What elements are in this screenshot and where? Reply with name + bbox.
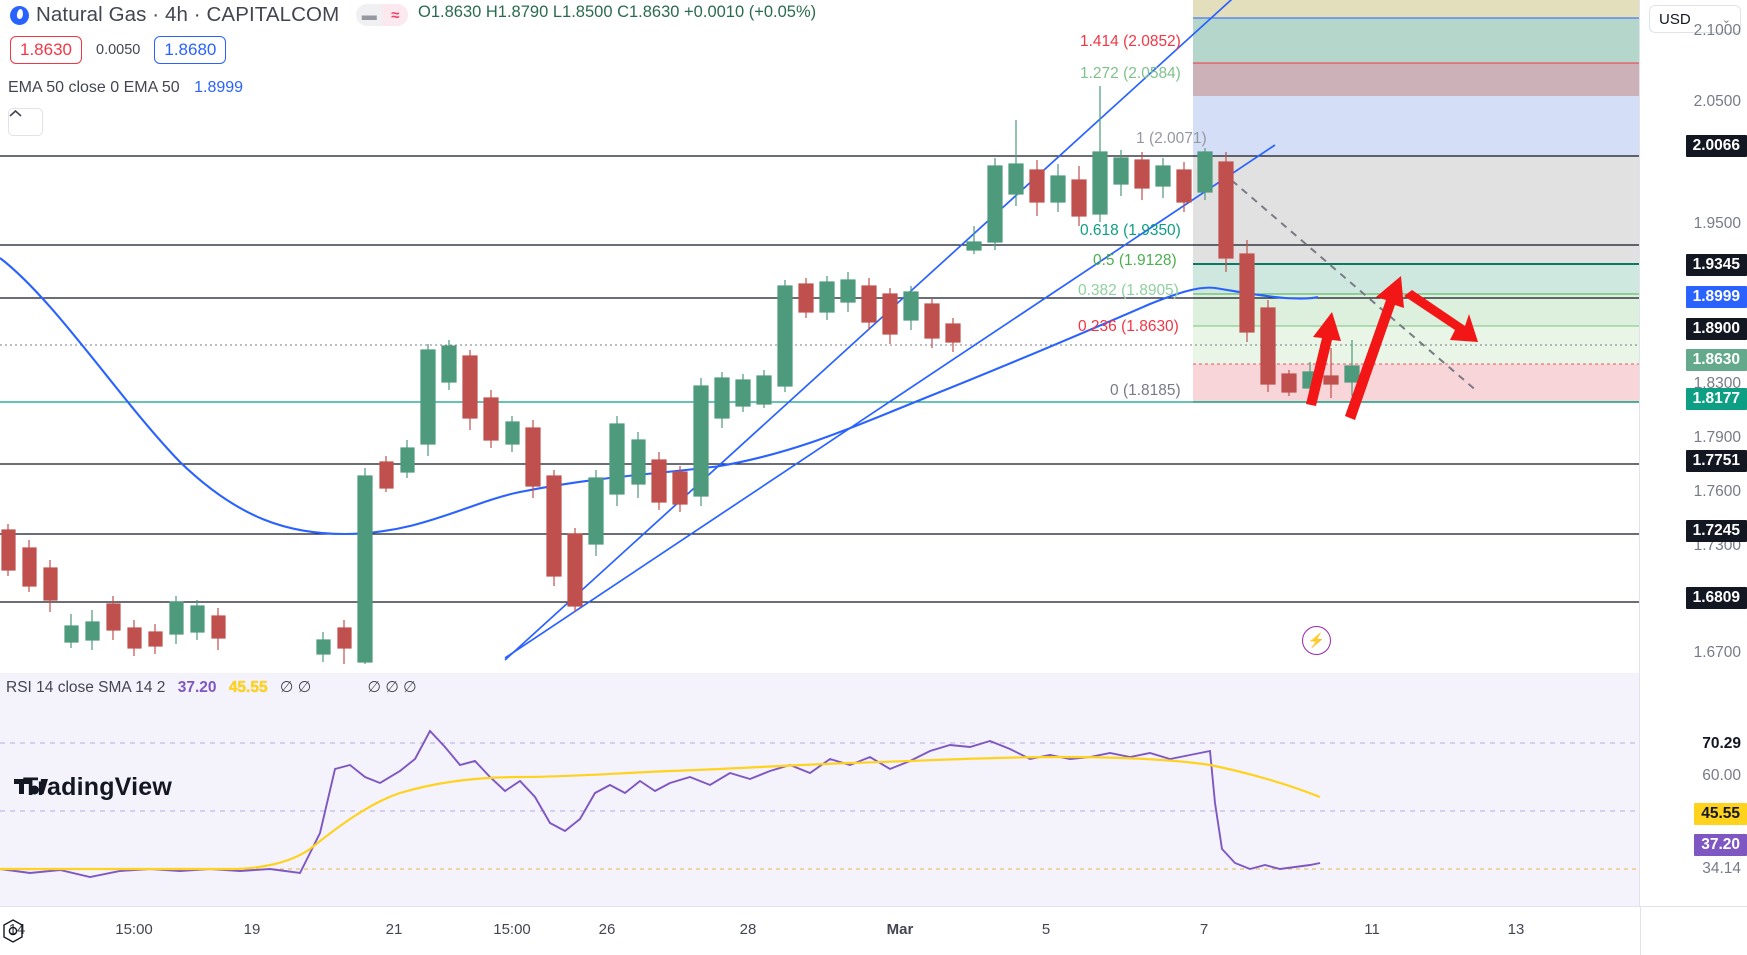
rsi-legend: RSI 14 close SMA 14 2 37.20 45.55 ∅ ∅ ∅ … [6,678,417,697]
fib-price: (1.9350) [1123,222,1181,239]
time-label: 19 [243,921,261,938]
tradingview-logo-icon [14,779,48,795]
price-tag-ema-1-8999[interactable]: 1.8999 [1685,286,1747,308]
ema-legend-value: 1.8999 [194,79,244,96]
tradingview-logo: TradingView [14,773,172,802]
fib-ratio: 1.272 [1080,65,1119,82]
axis-tick: 1.7900 [1693,429,1741,446]
symbol-title[interactable]: Natural Gas · 4h · CAPITALCOM [36,3,340,26]
axis-tick: 1.8300 [1693,375,1741,392]
chevron-down-icon: ⌄ [1721,13,1731,26]
tradingview-wordmark: TradingView [23,773,173,801]
fib-label-0: 0 (1.8185) [1110,382,1181,400]
fib-label-0618: 0.618 (1.9350) [1080,222,1181,240]
time-label: 28 [739,921,757,938]
rsi-axis-tick: 60.00 [1702,767,1741,784]
fib-ratio: 0.236 [1078,318,1117,335]
time-label: 15:00 [115,921,153,938]
fib-price: (1.8185) [1122,382,1181,399]
series-style-badges[interactable]: ▬ ≈ [356,4,409,26]
time-label: 11 [1364,921,1380,938]
collapse-pane-button[interactable] [8,108,43,136]
fib-ratio: 0.5 [1093,252,1115,269]
fib-label-1: 1 (2.0071) [1136,130,1207,148]
rsi-null-values: ∅ ∅ [279,679,312,696]
rsi-null-values-2: ∅ ∅ ∅ [367,679,417,696]
fib-price: (2.0852) [1123,33,1181,50]
fib-price: (2.0071) [1148,130,1207,147]
fib-label-0382: 0.382 (1.8905) [1078,282,1179,300]
axis-tick: 2.0500 [1693,93,1741,110]
axis-tick: 1.7600 [1693,483,1741,500]
price-axis[interactable]: USD ⌄ 2.1000 2.0500 1.9500 1.8700 1.8300… [1639,0,1747,906]
ema-legend-label: EMA 50 close 0 EMA 50 [8,79,180,96]
axis-tick: 1.9500 [1693,215,1741,232]
rsi-chart-svg [0,673,1640,906]
price-tag-1-8177[interactable]: 1.8177 [1685,388,1747,410]
forecast-arrows [1306,276,1478,420]
symbol-row[interactable]: Natural Gas · 4h · CAPITALCOM ▬ ≈ [10,2,409,28]
fib-price: (1.8905) [1121,282,1179,299]
time-label: 15:00 [493,921,531,938]
time-label: 26 [598,921,616,938]
fib-ratio: 0.382 [1078,282,1117,299]
spread-value: 0.0050 [96,42,141,58]
fib-price: (1.8630) [1121,318,1179,335]
price-pane[interactable]: 1.414 (2.0852) 1.272 (2.0584) 1 (2.0071)… [0,0,1640,672]
axis-tick: 2.1000 [1693,22,1741,39]
time-label: 5 [1041,921,1051,938]
currency-selector[interactable]: USD ⌄ [1649,5,1741,33]
time-label: 13 [1507,921,1525,938]
price-tag-1-8900[interactable]: 1.8900 [1685,318,1747,340]
price-tag-1-7751[interactable]: 1.7751 [1685,450,1747,472]
rsi-value-tag[interactable]: 37.20 [1694,834,1747,856]
fib-label-05: 0.5 (1.9128) [1093,252,1177,270]
fib-label-1272: 1.272 (2.0584) [1080,65,1181,83]
fib-price: (1.9128) [1118,252,1177,269]
rsi-value: 37.20 [177,679,217,696]
price-tag-1-7245[interactable]: 1.7245 [1685,520,1747,542]
fib-ratio: 1.414 [1080,33,1119,50]
chevron-up-icon [9,109,22,117]
time-label-month: Mar [886,921,914,938]
fib-ratio: 1 [1136,130,1145,147]
price-tag-last-1-8630[interactable]: 1.8630 [1685,349,1747,371]
fib-label-1414: 1.414 (2.0852) [1080,33,1181,51]
price-tag-1-6809[interactable]: 1.6809 [1685,587,1747,609]
fib-ratio: 0.618 [1080,222,1119,239]
rsi-legend-label: RSI 14 close SMA 14 2 [6,679,166,696]
price-chart-svg [0,0,1640,664]
bid-price[interactable]: 1.8630 [10,36,82,64]
price-tag-1-9345[interactable]: 1.9345 [1685,254,1747,276]
time-label: 21 [385,921,403,938]
natural-gas-icon [10,5,29,25]
rsi-axis-tick: 34.14 [1702,860,1741,877]
rsi-pane[interactable]: RSI 14 close SMA 14 2 37.20 45.55 ∅ ∅ ∅ … [0,673,1640,906]
axis-tick: 1.6700 [1693,644,1741,661]
fib-ratio: 0 [1110,382,1119,399]
time-axis[interactable]: 14 15:00 19 21 15:00 26 28 Mar 5 7 11 13 [0,906,1747,955]
ask-price[interactable]: 1.8680 [154,36,227,64]
wave-icon[interactable]: ≈ [382,4,409,26]
ohlc-values: O1.8630 H1.8790 L1.8500 C1.8630 +0.0010 … [418,3,817,21]
rsi-sma-tag[interactable]: 45.55 [1694,803,1747,825]
time-label: 7 [1199,921,1209,938]
currency-label: USD [1659,10,1691,28]
axis-divider [1640,907,1641,955]
dash-icon[interactable]: ▬ [356,4,383,26]
price-tag-2-0066[interactable]: 2.0066 [1685,135,1747,157]
bolt-icon[interactable]: ⚡ [1302,626,1331,655]
fib-price: (2.0584) [1123,65,1181,82]
quote-row: 1.8630 0.0050 1.8680 [10,36,227,64]
chart-header: Natural Gas · 4h · CAPITALCOM ▬ ≈ O1.863… [0,0,1747,140]
clock-settings-icon[interactable] [0,918,26,944]
rsi-axis-tick: 70.29 [1702,735,1741,752]
ema-legend[interactable]: EMA 50 close 0 EMA 50 1.8999 [8,79,243,97]
fib-label-0236: 0.236 (1.8630) [1078,318,1179,336]
rsi-sma-value: 45.55 [228,679,268,696]
